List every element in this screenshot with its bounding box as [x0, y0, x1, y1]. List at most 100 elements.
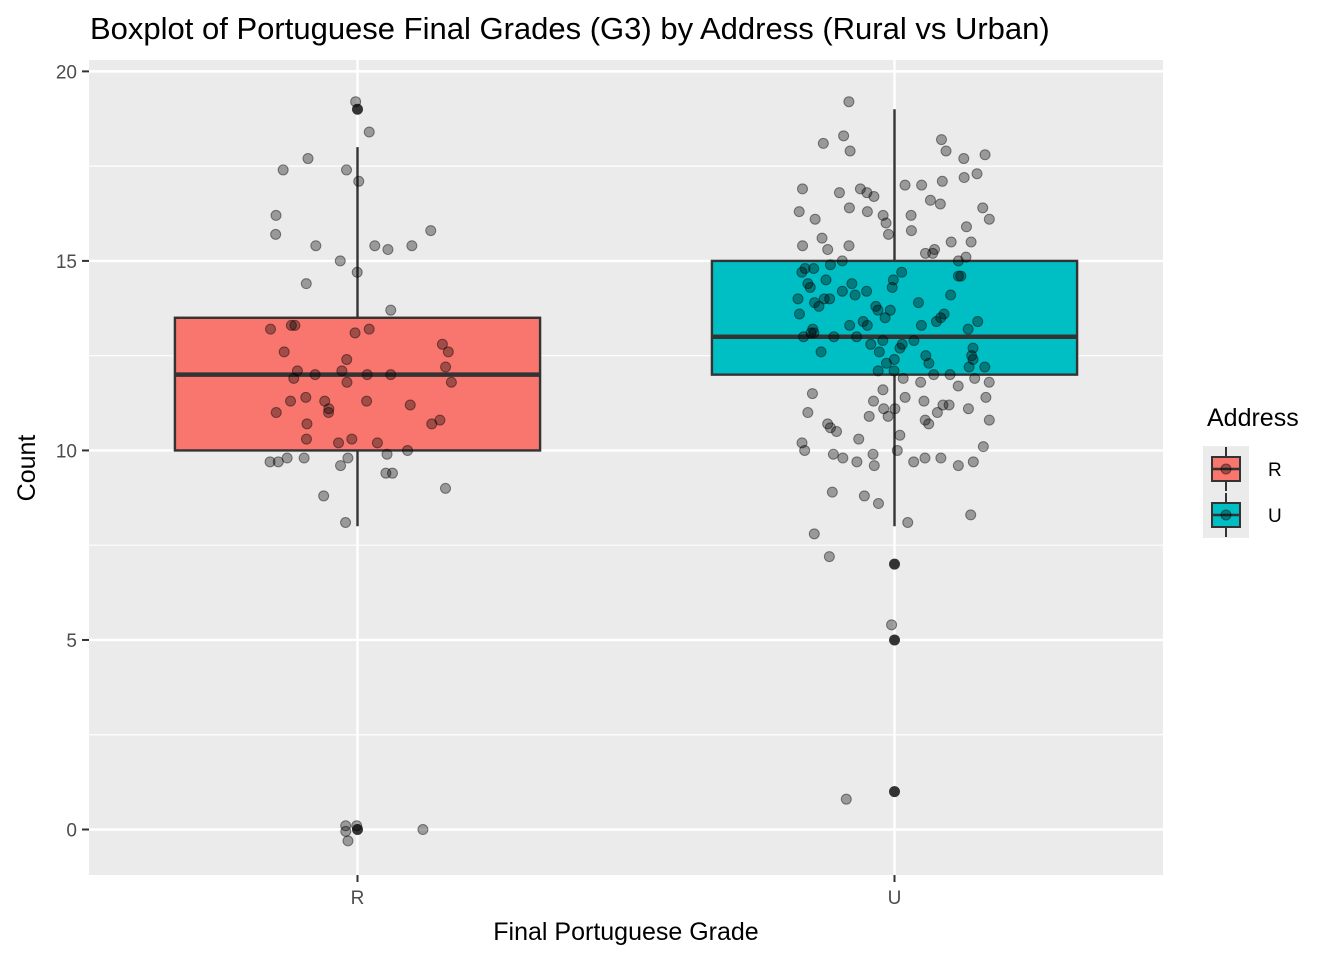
y-tick-label: 0	[66, 821, 77, 842]
jitter-point	[872, 498, 884, 510]
jitter-point	[808, 528, 820, 540]
jitter-point	[980, 391, 992, 403]
jitter-point	[353, 175, 365, 187]
jitter-point	[837, 452, 849, 464]
jitter-point	[886, 281, 898, 293]
jitter-point	[341, 164, 353, 176]
outlier-point	[352, 824, 363, 836]
jitter-point	[878, 403, 890, 415]
jitter-point	[288, 372, 300, 384]
jitter-point	[340, 825, 352, 837]
jitter-point	[934, 198, 946, 210]
jitter-point	[962, 403, 974, 415]
jitter-point	[380, 467, 392, 479]
jitter-point	[361, 395, 373, 407]
jitter-point	[936, 175, 948, 187]
jitter-point	[979, 361, 991, 373]
jitter-point	[930, 316, 942, 328]
jitter-point	[792, 293, 804, 305]
jitter-point	[966, 350, 978, 362]
jitter-point	[979, 149, 991, 161]
jitter-point	[935, 452, 947, 464]
jitter-point	[854, 183, 866, 195]
y-axis-title: Count	[13, 435, 41, 502]
jitter-point	[369, 240, 381, 252]
outlier-point	[889, 558, 900, 570]
jitter-point	[905, 209, 917, 221]
jitter-point	[912, 297, 924, 309]
jitter-point	[952, 255, 964, 267]
jitter-point	[983, 376, 995, 388]
boxes	[173, 103, 1079, 836]
jitter-point	[872, 365, 884, 377]
jitter-point	[809, 213, 821, 225]
jitter-point	[843, 96, 855, 108]
jitter-point	[799, 262, 811, 274]
jitter-point	[967, 456, 979, 468]
jitter-point	[833, 187, 845, 199]
jitter-point	[291, 365, 303, 377]
jitter-point	[318, 490, 330, 502]
jitter-point	[385, 369, 397, 381]
jitter-point	[915, 319, 927, 331]
jitter-point	[796, 437, 808, 449]
jitter-point	[340, 516, 352, 528]
jitter-point	[965, 509, 977, 521]
jitter-point	[888, 353, 900, 365]
jitter-point	[823, 551, 835, 563]
jitter-point	[813, 300, 825, 312]
jitter-point	[969, 372, 981, 384]
outlier-point	[889, 786, 900, 798]
jitter-point	[798, 331, 810, 343]
jitter-point	[924, 194, 936, 206]
jitter-point	[381, 448, 393, 460]
jitter-point	[264, 456, 276, 468]
jitter-point	[442, 346, 454, 358]
jitter-point	[846, 278, 858, 290]
jitter-point	[278, 346, 290, 358]
jitter-point	[836, 255, 848, 267]
jitter-point	[802, 278, 814, 290]
jitter-point	[935, 134, 947, 146]
jitter-point	[888, 365, 900, 377]
jitter-points	[264, 96, 995, 847]
jitter-point	[873, 346, 885, 358]
jitter-point	[967, 353, 979, 365]
jitter-point	[858, 490, 870, 502]
jitter-point	[831, 425, 843, 437]
jitter-point	[945, 236, 957, 248]
jitter-point	[342, 452, 354, 464]
jitter-point	[417, 824, 429, 836]
jitter-point	[960, 251, 972, 263]
jitter-point	[967, 342, 979, 354]
jitter-point	[827, 448, 839, 460]
jitter-point	[824, 293, 836, 305]
jitter-point	[270, 228, 282, 240]
jitter-point	[351, 820, 363, 832]
jitter-point	[983, 414, 995, 426]
jitter-point	[963, 361, 975, 373]
jitter-point	[385, 304, 397, 316]
jitter-point	[289, 319, 301, 331]
jitter-point	[824, 422, 836, 434]
jitter-point	[916, 179, 928, 191]
jitter-point	[440, 361, 452, 373]
jitter-point	[977, 441, 989, 453]
legend-label: R	[1268, 460, 1282, 481]
jitter-point	[884, 304, 896, 316]
jitter-point	[908, 456, 920, 468]
jitter-point	[285, 319, 297, 331]
jitter-point	[918, 395, 930, 407]
jitter-point	[919, 247, 931, 259]
jitter-point	[793, 308, 805, 320]
box-R	[173, 316, 542, 452]
jitter-point	[822, 244, 834, 256]
jitter-point	[806, 388, 818, 400]
jitter-point	[333, 437, 345, 449]
jitter-point	[351, 266, 363, 278]
jitter-point	[877, 335, 889, 347]
jitter-point	[335, 460, 347, 472]
jitter-point	[808, 262, 820, 274]
x-axis-title: Final Portuguese Grade	[493, 918, 758, 946]
